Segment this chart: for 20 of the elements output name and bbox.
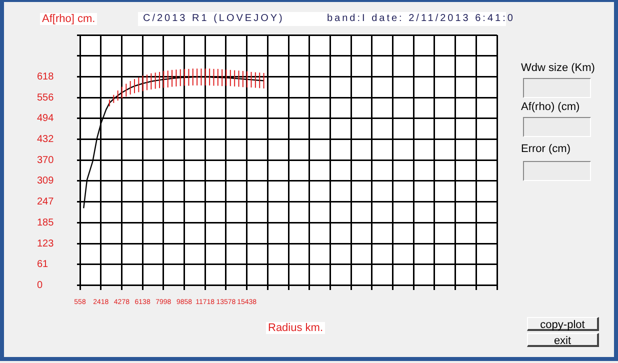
y-tick-label: 618 [37, 71, 54, 82]
y-axis-title: Af[rho] cm. [40, 13, 98, 25]
text: Error (cm) [521, 143, 570, 155]
y-tick-label: 432 [37, 134, 54, 146]
y-tick-label: 247 [37, 196, 54, 208]
text: copy-plot [527, 317, 599, 331]
y-tick-label: 494 [37, 113, 54, 124]
text: Wdw size (Km) [521, 62, 595, 74]
text: exit [527, 333, 599, 347]
y-tick-label: 556 [37, 92, 54, 104]
y-tick-label: 370 [37, 155, 54, 166]
x-axis-title: Radius km. [266, 322, 326, 334]
y-tick-label: 185 [37, 217, 54, 228]
text: Af(rho) (cm) [521, 101, 580, 113]
y-tick-label: 309 [37, 176, 54, 187]
chart-subtitle: band:I date: 2/11/2013 6:41:0 [327, 13, 515, 24]
chart-title: C/2013 R1 (LOVEJOY) [143, 13, 284, 24]
y-tick-label: 61 [37, 259, 49, 270]
y-tick-label: 123 [37, 238, 54, 250]
y-tick-label: 0 [37, 280, 43, 291]
